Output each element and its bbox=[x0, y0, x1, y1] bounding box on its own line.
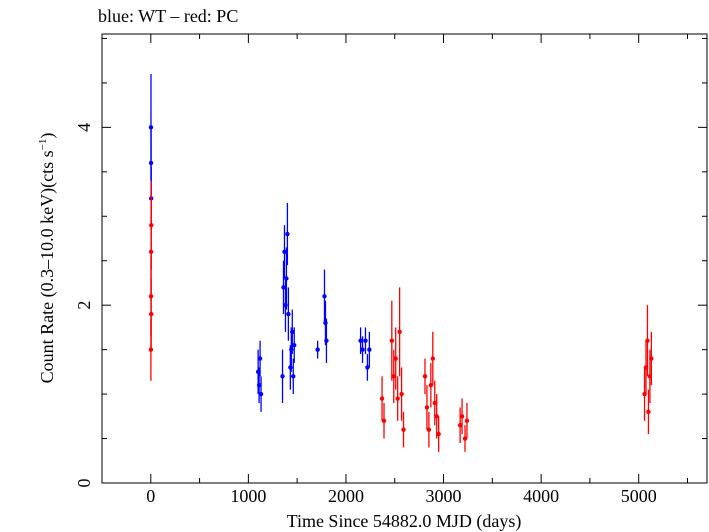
axis-ticks: 0 1000 2000 3000 4000 5000 0 2 4 bbox=[74, 34, 707, 506]
data-point bbox=[646, 409, 651, 415]
y-axis-label-main: Count Rate (0.3–10.0 keV)(cts s bbox=[37, 150, 58, 383]
x-tick-label: 0 bbox=[146, 486, 155, 506]
series-wt bbox=[148, 74, 372, 412]
data-point bbox=[426, 427, 432, 432]
data-point bbox=[457, 423, 463, 428]
data-point bbox=[149, 222, 154, 228]
data-point bbox=[358, 338, 363, 343]
x-tick-label: 4000 bbox=[523, 486, 559, 506]
data-point bbox=[360, 347, 365, 352]
data-point bbox=[645, 338, 650, 343]
data-point bbox=[459, 414, 465, 419]
data-point bbox=[284, 276, 289, 281]
data-point bbox=[291, 374, 296, 379]
data-point bbox=[381, 418, 387, 423]
y-tick-label: 4 bbox=[74, 123, 94, 132]
data-point bbox=[401, 427, 406, 432]
data-point bbox=[434, 414, 439, 419]
x-tick-label: 5000 bbox=[621, 486, 657, 506]
data-point bbox=[292, 342, 297, 348]
x-tick-label: 1000 bbox=[230, 486, 266, 506]
data-point bbox=[428, 382, 434, 388]
x-tick-label: 3000 bbox=[426, 486, 462, 506]
data-point bbox=[424, 405, 430, 410]
data-point bbox=[315, 347, 320, 352]
data-point bbox=[290, 329, 295, 335]
data-point bbox=[389, 338, 395, 343]
data-point bbox=[462, 436, 468, 441]
data-point bbox=[393, 356, 398, 361]
x-axis-label: Time Since 54882.0 MJD (days) bbox=[287, 511, 522, 532]
data-point bbox=[324, 338, 329, 343]
data-point bbox=[280, 374, 285, 379]
data-point bbox=[367, 347, 372, 352]
data-point bbox=[286, 311, 291, 317]
y-axis-label-superscript: −1 bbox=[37, 139, 49, 151]
data-point bbox=[432, 400, 437, 406]
data-point bbox=[256, 382, 262, 388]
data-point bbox=[282, 249, 287, 255]
y-tick-label: 2 bbox=[74, 301, 94, 310]
x-tick-label: 2000 bbox=[328, 486, 364, 506]
plot-frame bbox=[101, 33, 708, 484]
data-point bbox=[281, 285, 286, 290]
data-point bbox=[379, 396, 385, 401]
data-point bbox=[464, 418, 470, 423]
y-axis-label-close: ) bbox=[37, 133, 58, 139]
data-point bbox=[649, 356, 654, 361]
data-point bbox=[395, 396, 400, 401]
data-point bbox=[148, 160, 154, 166]
data-point bbox=[422, 374, 428, 379]
data-point bbox=[399, 391, 404, 397]
y-axis-label: Count Rate (0.3–10.0 keV)(cts s−1) bbox=[37, 133, 58, 384]
data-point bbox=[397, 329, 402, 335]
data-marks bbox=[148, 74, 654, 452]
data-point bbox=[257, 356, 263, 361]
data-point bbox=[365, 365, 370, 370]
data-point bbox=[258, 391, 264, 397]
data-point bbox=[391, 374, 396, 379]
data-point bbox=[363, 338, 368, 343]
data-point bbox=[285, 231, 290, 237]
data-point bbox=[430, 356, 435, 361]
data-point bbox=[148, 311, 154, 317]
y-tick-label: 0 bbox=[74, 479, 94, 488]
data-point bbox=[436, 431, 441, 437]
series-pc bbox=[148, 180, 654, 452]
chart-title: blue: WT – red: PC bbox=[98, 6, 238, 26]
data-point bbox=[322, 294, 327, 299]
